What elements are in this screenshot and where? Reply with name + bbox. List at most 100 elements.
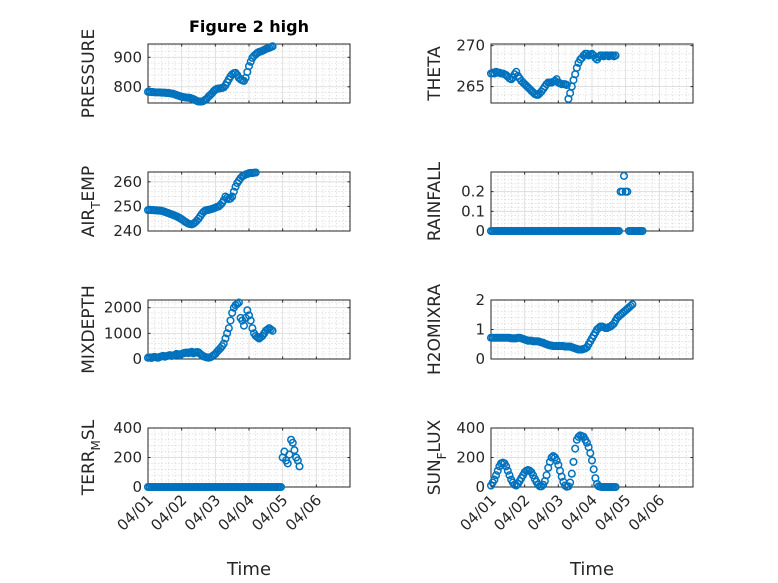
- y-tick-label: 2: [475, 291, 485, 309]
- y-tick-label: 200: [456, 449, 485, 467]
- data-point: [619, 171, 629, 180]
- chart-title: Figure 2 high: [189, 17, 309, 36]
- data-point: [244, 311, 254, 320]
- data-point: [244, 62, 254, 71]
- data-point: [626, 301, 635, 310]
- data-point: [586, 449, 595, 458]
- data-point: [276, 482, 286, 492]
- subplot-sun: 0 200 400 SUNFLUX 04/0104/0204/0304/0404/050…: [425, 419, 694, 580]
- y-tick-label: 800: [113, 78, 142, 96]
- data-point: [228, 192, 237, 201]
- x-axis-label: Time: [569, 559, 614, 580]
- data-point: [611, 482, 620, 492]
- data-point: [221, 334, 230, 343]
- x-tick-label: 04/04: [558, 491, 601, 534]
- subplot-rainfall: 0 0.10.2 RAINFALL: [425, 161, 694, 241]
- data-point: [582, 438, 592, 447]
- y-tick-label: 0: [132, 350, 142, 368]
- data-point: [502, 462, 511, 471]
- data-point: [224, 324, 233, 333]
- data-point: [505, 471, 514, 480]
- y-tick-label: 400: [456, 419, 485, 437]
- y-tick-label: 240: [113, 222, 142, 240]
- data-point: [295, 462, 304, 471]
- data-point: [268, 326, 277, 335]
- y-tick-label: 250: [113, 197, 142, 215]
- data-point: [229, 187, 238, 196]
- y-tick-label: 0: [475, 478, 485, 496]
- y-tick-label: 0.1: [461, 202, 485, 220]
- x-tick-label: 04/06: [625, 491, 668, 534]
- x-tick-label: 04/06: [282, 491, 325, 534]
- data-point: [571, 444, 580, 453]
- y-tick-label: 0.2: [461, 183, 485, 201]
- data-point: [285, 450, 294, 459]
- data-point: [567, 469, 576, 478]
- subplot-theta: 265 270 THETA: [425, 37, 694, 104]
- x-tick-label: 04/02: [490, 491, 533, 534]
- subplot-air: 240 250 260 AIRTEMP: [79, 166, 351, 240]
- y-tick-label: 0: [475, 222, 485, 240]
- data-point: [246, 316, 255, 325]
- data-point: [248, 324, 257, 333]
- data-point: [503, 466, 512, 475]
- y-tick-label: 400: [113, 419, 142, 437]
- data-point: [263, 325, 272, 334]
- data-point: [611, 51, 620, 60]
- data-point: [490, 475, 499, 484]
- y-tick-label: 265: [456, 78, 485, 96]
- data-point: [243, 306, 252, 315]
- data-point: [512, 67, 521, 76]
- y-tick-label: 260: [113, 173, 142, 191]
- data-point: [239, 321, 248, 330]
- data-point: [223, 193, 232, 202]
- subplot-h2omixra: 0 1 2 H2OMIXRA: [425, 284, 694, 375]
- y-axis-label: MIXDEPTH: [79, 285, 99, 374]
- data-point: [562, 80, 571, 90]
- y-tick-label: 0: [132, 478, 142, 496]
- data-point: [492, 471, 501, 480]
- x-tick-label: 04/04: [215, 491, 258, 534]
- data-point: [638, 226, 647, 236]
- data-point: [228, 308, 237, 317]
- data-point: [557, 472, 566, 481]
- data-point: [246, 57, 255, 66]
- data-point: [290, 446, 299, 455]
- data-point: [253, 333, 262, 342]
- x-tick-label: 04/03: [181, 491, 224, 534]
- subplot-mixdepth: 0 1000 2000 MIXDEPTH: [79, 285, 351, 374]
- data-point: [614, 226, 623, 236]
- data-point: [552, 456, 561, 465]
- data-point: [288, 438, 297, 447]
- data-point: [219, 339, 228, 348]
- x-tick-label: 04/01: [114, 491, 157, 534]
- data-point: [569, 457, 578, 466]
- data-point: [493, 466, 502, 475]
- x-tick-label: 04/05: [591, 491, 634, 534]
- data-point: [223, 329, 232, 338]
- y-axis-label: TERRMSL: [79, 419, 103, 496]
- y-axis-label: SUNFLUX: [425, 419, 449, 495]
- y-tick-label: 0: [475, 350, 485, 368]
- y-axis-label: H2OMIXRA: [425, 284, 445, 375]
- y-tick-label: 2000: [104, 299, 142, 317]
- y-axis-label: THETA: [425, 46, 445, 102]
- data-point: [251, 168, 260, 177]
- data-point: [268, 42, 277, 51]
- data-point: [618, 187, 627, 196]
- x-tick-label: 04/02: [147, 491, 190, 534]
- data-point: [542, 471, 551, 480]
- data-point: [266, 325, 275, 334]
- data-point: [574, 432, 583, 441]
- y-tick-label: 200: [113, 449, 142, 467]
- data-point: [589, 465, 598, 474]
- x-axis-label: Time: [226, 559, 271, 580]
- data-point: [234, 298, 243, 307]
- y-tick-label: 1: [475, 321, 485, 339]
- data-point: [283, 459, 292, 468]
- data-point: [628, 300, 637, 309]
- y-tick-label: 270: [456, 37, 485, 55]
- y-tick-label: 1000: [104, 324, 142, 342]
- data-point: [566, 478, 575, 487]
